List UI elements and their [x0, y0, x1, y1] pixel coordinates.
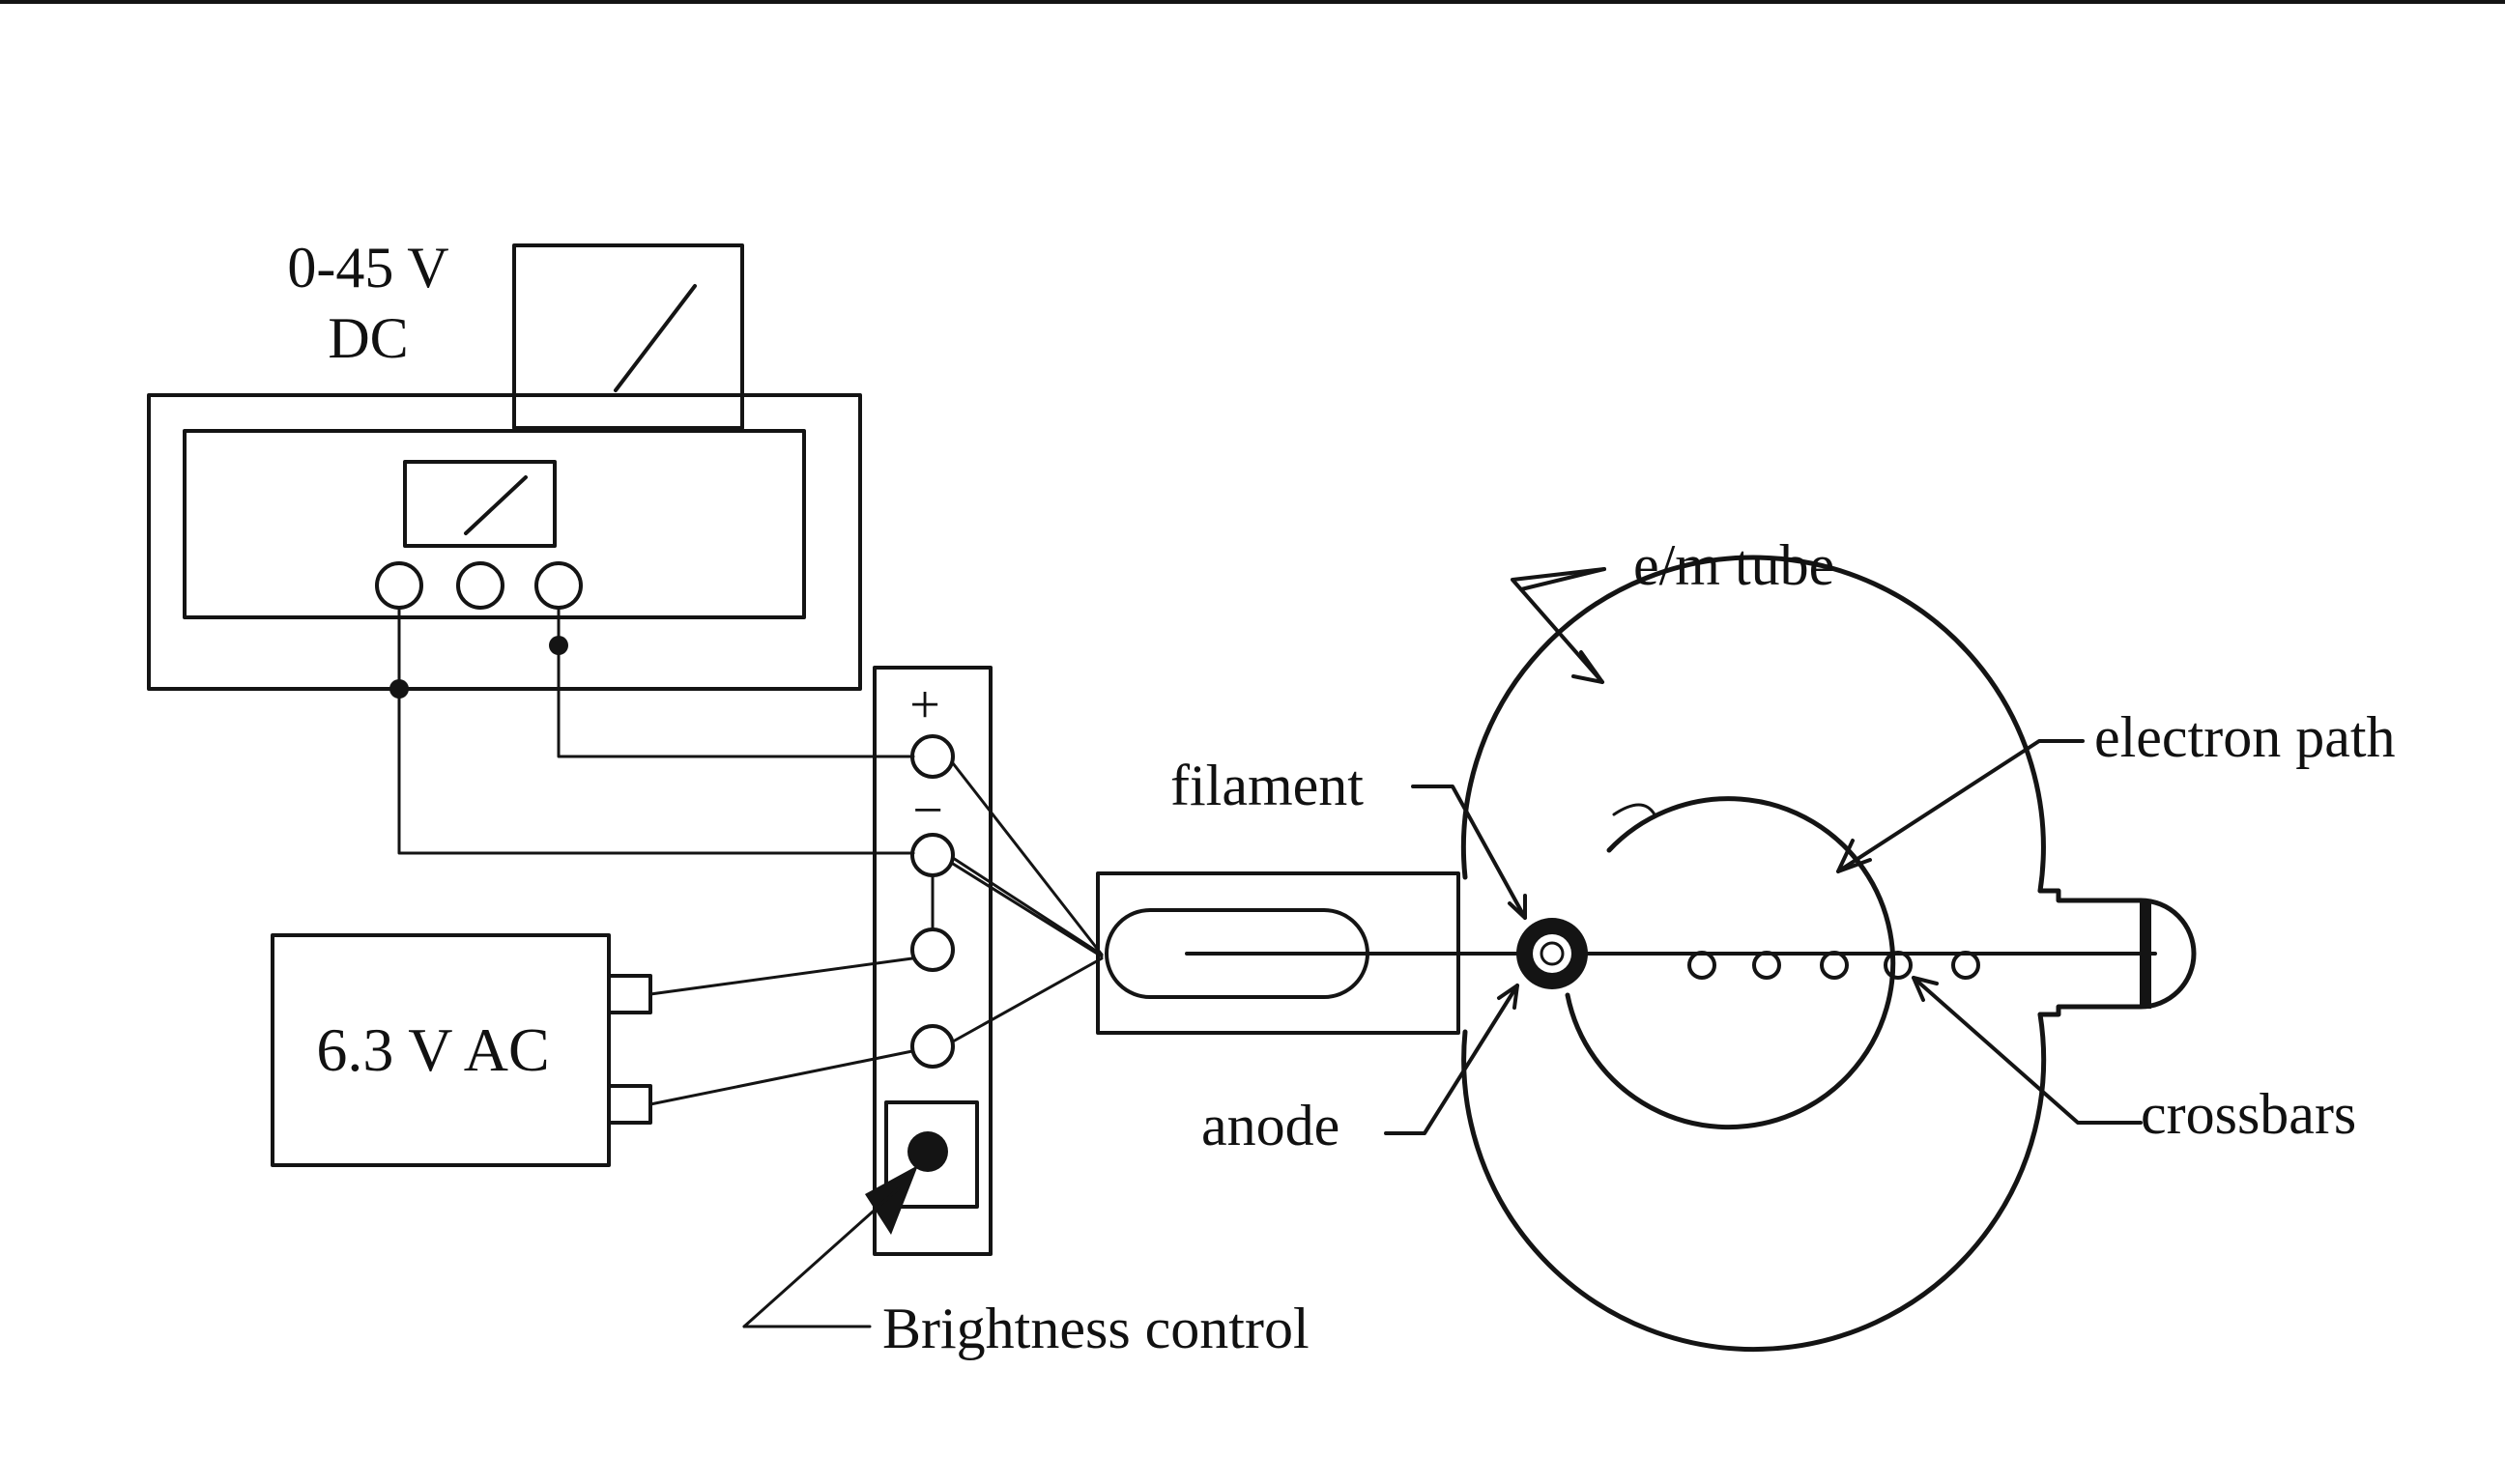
wire-to-plus-terminal: [557, 653, 915, 758]
lead-minus-2: [951, 862, 1104, 958]
dc-voltmeter-box: [512, 243, 744, 430]
anode-hole: [1533, 934, 1571, 973]
crossbar-2: [1752, 951, 1781, 980]
ac-supply-box: [271, 933, 611, 1167]
terminal-plus: [910, 734, 955, 779]
junction-dot-right: [549, 636, 568, 655]
anode-leader: [1384, 984, 1519, 1135]
dc-supply-label-line1: 0-45 V: [287, 236, 448, 300]
filament-leader: [1411, 785, 1527, 920]
em-tube: [1096, 555, 2197, 1353]
electron-path-leader: [1836, 739, 2085, 873]
dc-supply-outer-case: [147, 393, 862, 691]
ac-output-jack-1: [607, 974, 652, 1014]
junction-dot-left: [389, 679, 409, 699]
wire-to-minus-terminal: [397, 697, 915, 855]
end-plate: [2140, 900, 2151, 1009]
tube-leads: [951, 761, 1104, 1043]
lead-plus: [951, 761, 1104, 956]
terminal-minus: [910, 833, 955, 877]
crossbar-4: [1884, 951, 1913, 980]
tube-envelope-upper: [1460, 555, 2046, 894]
tube-envelope-lower: [1461, 1012, 2047, 1353]
crossbar-1: [1687, 951, 1716, 980]
electron-path-circle: [1565, 796, 1896, 1130]
dc-knob-2: [456, 561, 504, 610]
brightness-arrowhead: [865, 1165, 918, 1235]
brightness-control-callout: Brightness control: [742, 1165, 1310, 1360]
terminal-ac-2: [910, 1024, 955, 1069]
terminal-panel-outline: [873, 666, 993, 1256]
dc-panel-meter-window: [403, 460, 557, 548]
motion-mark: [1612, 803, 1656, 816]
wire-ac-2: [648, 1049, 914, 1106]
brightness-leader-diag: [742, 1186, 901, 1328]
dc-supply-label-line2: DC: [328, 306, 408, 370]
dc-voltmeter-needle: [614, 284, 697, 392]
crossbars-leader: [1912, 976, 2143, 1125]
em-tube-leader-arm: [1519, 567, 1606, 591]
dc-knob-1: [375, 561, 423, 610]
terminal-minus-label: −: [912, 781, 943, 841]
tube-end-cap: [2037, 888, 2197, 1017]
tube-callouts: e/m tube electron path filament anode cr…: [1170, 533, 2396, 1157]
wire-ac-1: [648, 956, 914, 996]
ac-power-supply: 6.3 V AC: [271, 933, 914, 1167]
brightness-knob-housing: [884, 1100, 979, 1209]
brightness-control-label: Brightness control: [882, 1297, 1310, 1360]
terminal-plus-label: +: [909, 675, 940, 735]
electron-path-label: electron path: [2094, 705, 2396, 769]
terminal-panel: + −: [873, 666, 993, 1256]
electron-gun-bulb: [1105, 908, 1369, 999]
crossbar-3: [1820, 951, 1849, 980]
dc-power-supply: 0-45 V DC: [147, 236, 862, 691]
crossbars-label: crossbars: [2141, 1082, 2356, 1146]
em-tube-arrowhead: [1571, 650, 1604, 684]
em-tube-leader: [1511, 567, 1606, 684]
filament-label: filament: [1170, 754, 1364, 817]
ac-output-jack-2: [607, 1084, 652, 1125]
filament-arrowhead: [1508, 894, 1527, 920]
em-tube-label: e/m tube: [1633, 533, 1834, 597]
crossbar-5: [1951, 951, 1980, 980]
anode-label: anode: [1201, 1094, 1339, 1157]
crossbars-arrowhead: [1912, 976, 1939, 1002]
anode-arrowhead: [1497, 984, 1519, 1010]
filament-cathode: [1540, 941, 1565, 966]
terminal-ac-1: [910, 928, 955, 972]
dc-panel-meter-needle: [464, 475, 528, 535]
lead-minus-1: [951, 856, 1104, 956]
lead-ac: [951, 956, 1104, 1043]
electron-path-arrowhead: [1836, 839, 1872, 873]
ac-supply-label: 6.3 V AC: [316, 1015, 549, 1084]
dc-wiring: [389, 606, 915, 855]
dc-supply-front-panel: [183, 429, 806, 619]
dc-knob-3: [534, 561, 583, 610]
brightness-knob: [907, 1131, 948, 1172]
